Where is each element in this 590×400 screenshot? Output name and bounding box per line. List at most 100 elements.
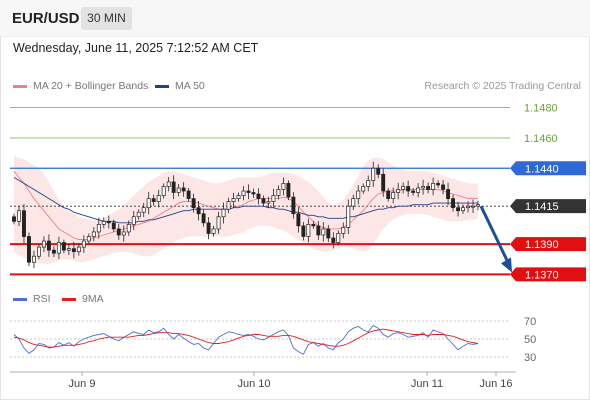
candle-body <box>76 246 81 253</box>
candle-body <box>306 224 311 237</box>
candle-body <box>281 183 286 190</box>
candle-body <box>401 186 406 190</box>
candle-body <box>266 201 271 204</box>
candle-body <box>381 173 386 192</box>
candle-body <box>61 242 66 251</box>
rsi-ma-line <box>13 328 479 348</box>
candle-body <box>421 186 426 189</box>
rsi-swatch <box>13 297 27 301</box>
candle-body <box>41 240 46 248</box>
candle-body <box>476 204 480 207</box>
candle-body <box>466 205 470 209</box>
candle-body <box>101 220 106 225</box>
candle-body <box>216 216 221 230</box>
candle-body <box>271 195 276 202</box>
candle-body <box>441 184 446 190</box>
legend-rsi-ma-label: 9MA <box>82 293 104 305</box>
candle-body <box>451 198 456 209</box>
candle-body <box>346 205 351 228</box>
copyright-text: Research © 2025 Trading Central <box>424 80 581 92</box>
level-tag-1.1390 <box>510 237 586 252</box>
candle-body <box>241 190 246 196</box>
level-label-1.1390: 1.1390 <box>525 239 559 251</box>
candle-body <box>17 210 21 222</box>
datetime-label: Wednesday, June 11, 2025 7:12:52 AM CET <box>13 41 259 55</box>
rsi-line <box>13 324 479 355</box>
level-label-1.1460: 1.1460 <box>524 133 558 145</box>
candle-body <box>256 193 261 199</box>
candle-body <box>261 198 266 204</box>
candle-body <box>246 190 251 193</box>
rsi-level-label-70: 70 <box>524 316 536 328</box>
candle-body <box>166 181 171 187</box>
candle-body <box>81 240 86 248</box>
ma50-swatch <box>155 84 169 88</box>
candle-body <box>141 207 146 213</box>
candle-body <box>201 213 206 224</box>
candle-body <box>96 224 101 233</box>
candle-body <box>106 220 111 224</box>
timeframe-button[interactable]: 30 MIN <box>81 7 132 30</box>
x-tick-label: Jun 9 <box>69 378 96 390</box>
candle-body <box>226 201 231 210</box>
candle-body <box>12 216 16 222</box>
bollinger-band-fill <box>14 156 478 264</box>
candle-body <box>436 183 441 186</box>
candle-body <box>351 198 356 207</box>
candle-body <box>221 208 226 218</box>
candle-body <box>286 183 291 198</box>
candle-body <box>411 190 416 193</box>
candle-body <box>231 198 236 202</box>
symbol-title: EUR/USD <box>12 10 80 27</box>
candle-body <box>126 224 131 233</box>
ma50-line <box>13 177 478 224</box>
candle-body <box>136 211 141 218</box>
legend-ma20-label: MA 20 + Bollinger Bands <box>33 80 149 92</box>
candle-body <box>316 225 321 236</box>
candle-body <box>426 186 431 190</box>
candle-body <box>446 189 451 199</box>
candle-body <box>156 195 161 202</box>
candle-body <box>321 228 326 236</box>
forecast-arrow-head <box>501 257 512 273</box>
candle-body <box>236 195 241 199</box>
x-tick-label: Jun 16 <box>479 378 512 390</box>
candle-body <box>366 180 371 187</box>
level-label-1.1415: 1.1415 <box>525 201 559 213</box>
forecast-arrow-shaft <box>479 205 510 264</box>
candle-body <box>211 228 216 234</box>
candle-body <box>301 225 306 237</box>
candles <box>12 161 480 269</box>
candle-body <box>431 183 436 190</box>
legend-ma20: MA 20 + Bollinger Bands <box>13 80 148 92</box>
candle-body <box>291 196 296 215</box>
candle-body <box>191 198 196 209</box>
level-label-1.1480: 1.1480 <box>524 103 558 115</box>
candle-body <box>131 216 136 225</box>
candle-body <box>121 231 126 236</box>
legend-ma50: MA 50 <box>155 80 205 92</box>
legend-rsi: RSI <box>13 293 51 305</box>
rsi-level-label-30: 30 <box>524 352 536 364</box>
candle-body <box>406 186 411 192</box>
candle-body <box>46 240 51 251</box>
candle-body <box>111 222 116 230</box>
candle-body <box>151 198 156 202</box>
header-bar: EUR/USD 30 MIN <box>0 0 590 37</box>
candle-body <box>456 207 460 212</box>
candle-body <box>331 237 336 243</box>
candle-body <box>391 192 396 199</box>
candle-body <box>311 224 316 227</box>
level-tag-1.1415 <box>510 199 586 214</box>
candle-body <box>56 242 61 254</box>
level-label-1.1370: 1.1370 <box>525 269 559 281</box>
candle-body <box>371 167 376 181</box>
candle-body <box>51 249 56 254</box>
legend-rsi-label: RSI <box>33 293 51 305</box>
candle-body <box>71 248 76 253</box>
candle-body <box>146 198 151 209</box>
candle-body <box>86 236 91 242</box>
x-tick-label: Jun 11 <box>411 378 443 390</box>
rsi-level-label-50: 50 <box>524 334 536 346</box>
